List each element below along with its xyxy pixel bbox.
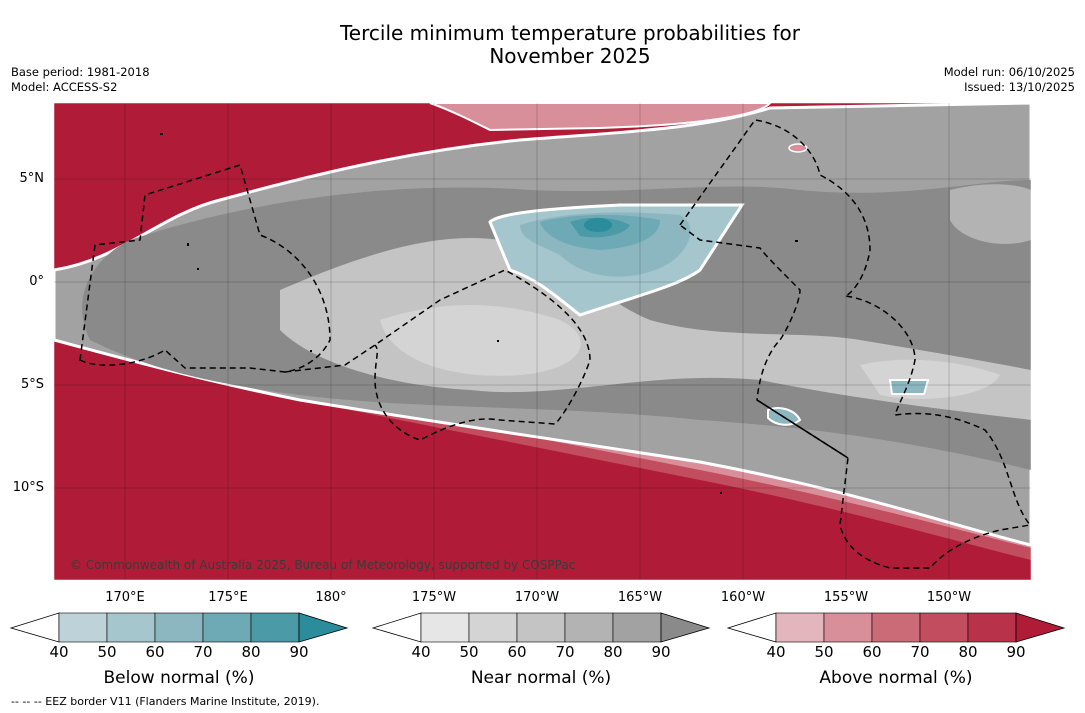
above-normal-colorbar [727,612,1066,643]
above-colorbar-segment [919,612,969,643]
eez-footnote: -- -- -- EEZ border V11 (Flanders Marine… [11,695,320,708]
above-normal-label: Above normal (%) [819,668,973,688]
below-normal-colorbar [10,612,349,643]
near-tick: 50 [459,643,479,661]
below-tick: 60 [145,643,165,661]
near-tick: 60 [507,643,527,661]
chart-title: Tercile minimum temperature probabilitie… [0,22,1085,68]
below-tick: 40 [49,643,69,661]
above-tick: 40 [766,643,786,661]
above-colorbar-segment [871,612,921,643]
above-tick: 60 [862,643,882,661]
lat-label: 5°N [19,171,45,186]
near-colorbar-segment [516,612,566,643]
below-colorbar-segment [106,612,156,643]
below-tick: 90 [289,643,309,661]
below-tick: 70 [193,643,213,661]
near-normal-colorbar [372,612,711,643]
issued-date: Issued: 13/10/2025 [964,80,1075,94]
lat-label: 0° [29,274,44,289]
title-line-2: November 2025 [489,44,651,68]
below-colorbar-segment [202,612,252,643]
eez-borders [79,119,1031,569]
copyright-notice: © Commonwealth of Australia 2025, Bureau… [70,558,576,572]
near-colorbar-segment [612,612,662,643]
below-colorbar-segment [58,612,108,643]
below-tick: 80 [241,643,261,661]
title-line-1: Tercile minimum temperature probabilitie… [339,21,801,45]
lon-label: 160°W [720,590,766,605]
near-normal-label: Near normal (%) [470,668,612,688]
above-colorbar-segment [967,612,1017,643]
near-colorbar-segment [420,612,470,643]
meta-right: Model run: 06/10/2025 Issued: 13/10/2025 [944,65,1075,95]
near-colorbar-segment [468,612,518,643]
near-tick: 90 [651,643,671,661]
lon-label: 155°W [823,590,869,605]
lat-label: 10°S [12,480,44,495]
gridlines [54,103,1031,580]
lon-label: 165°W [617,590,663,605]
model-run: Model run: 06/10/2025 [943,65,1075,79]
below-normal-label: Below normal (%) [103,668,255,688]
islands [160,133,798,494]
below-colorbar-segment [250,612,300,643]
lon-label: 170°E [105,590,145,605]
below-colorbar-segment [154,612,204,643]
below-tick: 50 [97,643,117,661]
above-tick: 80 [958,643,978,661]
near-colorbar-segment [564,612,614,643]
lon-label: 175°E [208,590,248,605]
lon-label: 170°W [514,590,560,605]
above-tick: 70 [910,643,930,661]
base-period: Base period: 1981-2018 [11,65,150,79]
meta-left: Base period: 1981-2018 Model: ACCESS-S2 [11,65,150,95]
lon-label: 150°W [926,590,972,605]
above-colorbar-segment [823,612,873,643]
lat-label: 5°S [20,377,44,392]
near-tick: 70 [555,643,575,661]
above-tick: 50 [814,643,834,661]
near-tick: 40 [411,643,431,661]
above-tick: 90 [1006,643,1026,661]
lon-label: 175°W [411,590,457,605]
above-colorbar-segment [775,612,825,643]
model-name: Model: ACCESS-S2 [11,80,118,94]
near-tick: 80 [603,643,623,661]
lon-label: 180° [315,590,347,605]
